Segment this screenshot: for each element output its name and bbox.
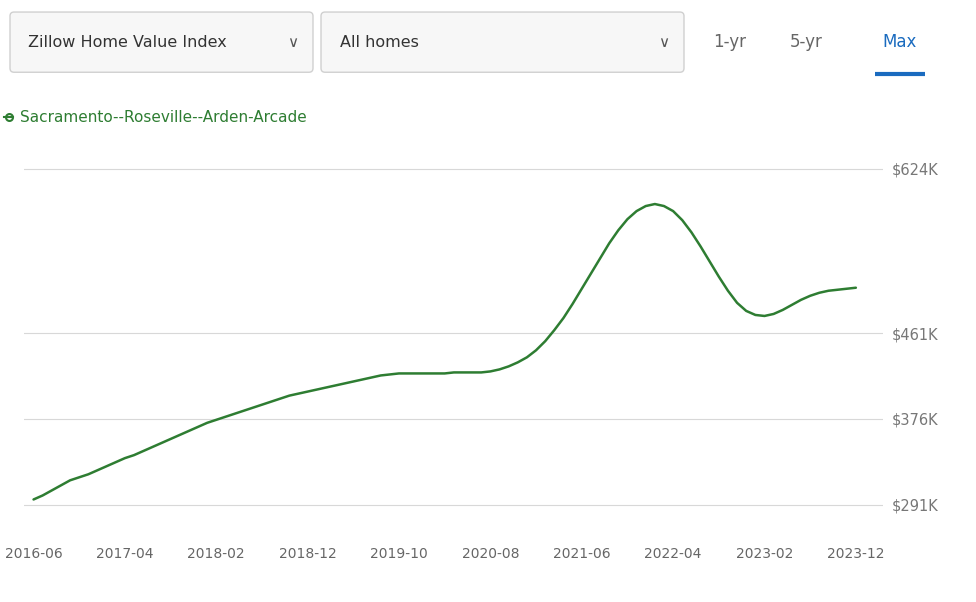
FancyBboxPatch shape bbox=[321, 12, 684, 72]
Text: ∨: ∨ bbox=[287, 35, 298, 49]
Text: ∨: ∨ bbox=[658, 35, 670, 49]
Text: Zillow Home Value Index: Zillow Home Value Index bbox=[28, 35, 226, 49]
FancyBboxPatch shape bbox=[10, 12, 313, 72]
Text: Sacramento--Roseville--Arden-Arcade: Sacramento--Roseville--Arden-Arcade bbox=[20, 110, 307, 125]
Text: All homes: All homes bbox=[340, 35, 419, 49]
Text: 5-yr: 5-yr bbox=[790, 33, 823, 51]
Text: Max: Max bbox=[883, 33, 917, 51]
Text: 1-yr: 1-yr bbox=[713, 33, 747, 51]
